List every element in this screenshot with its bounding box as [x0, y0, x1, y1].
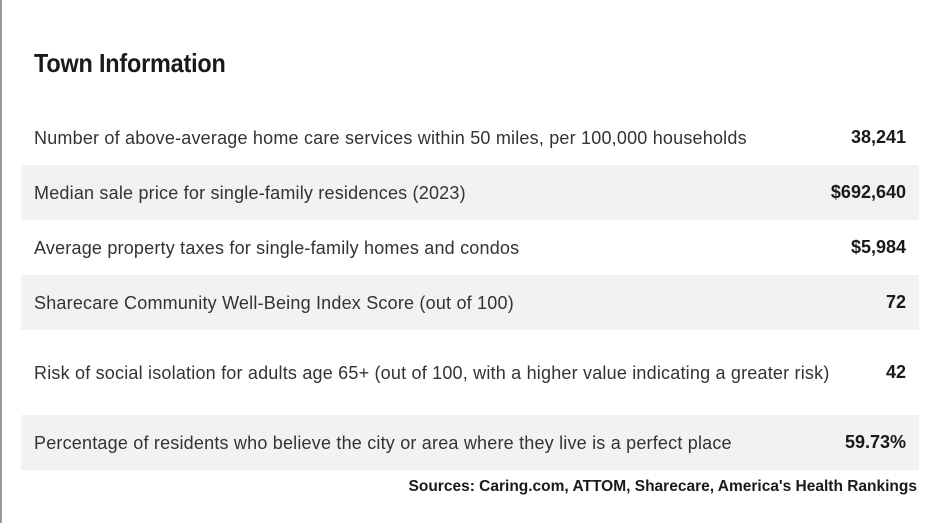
row-label: Percentage of residents who believe the …: [34, 432, 732, 453]
row-value: $692,640: [830, 182, 906, 202]
row-label: Median sale price for single-family resi…: [34, 182, 466, 203]
table-row: Number of above-average home care servic…: [21, 110, 919, 165]
row-label: Average property taxes for single-family…: [34, 237, 520, 258]
page-title: Town Information: [34, 48, 226, 78]
table-row: Sharecare Community Well-Being Index Sco…: [21, 275, 919, 330]
row-value: 59.73%: [844, 432, 906, 452]
table-row: Average property taxes for single-family…: [21, 220, 919, 275]
row-value: 42: [885, 362, 906, 382]
sources-note: Sources: Caring.com, ATTOM, Sharecare, A…: [408, 478, 917, 495]
row-value: 38,241: [850, 127, 906, 147]
row-label: Risk of social isolation for adults age …: [34, 362, 830, 383]
row-label: Number of above-average home care servic…: [34, 127, 747, 148]
table-row: Percentage of residents who believe the …: [21, 415, 919, 470]
row-label: Sharecare Community Well-Being Index Sco…: [34, 292, 514, 313]
info-table: Number of above-average home care servic…: [21, 110, 919, 470]
table-row: Median sale price for single-family resi…: [21, 165, 919, 220]
row-value: $5,984: [850, 237, 906, 257]
table-row: Risk of social isolation for adults age …: [21, 330, 919, 415]
row-value: 72: [885, 292, 906, 312]
